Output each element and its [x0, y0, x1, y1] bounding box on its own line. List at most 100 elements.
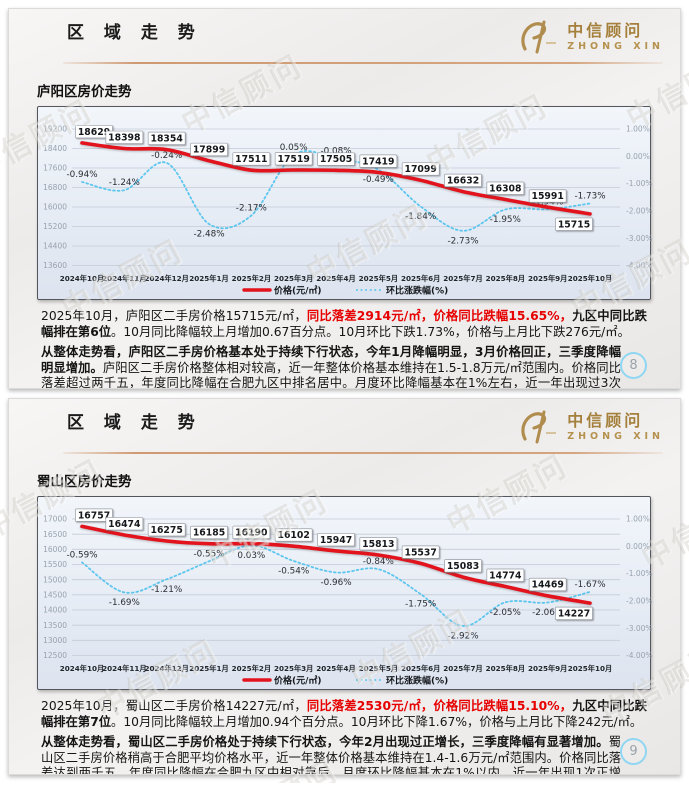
slide-header: 区 域 走 势 中信顾问 ZHONG XIN — [9, 399, 680, 445]
svg-text:-2.92%: -2.92% — [447, 632, 478, 642]
page-title: 区 域 走 势 — [67, 413, 202, 433]
svg-text:16000: 16000 — [43, 545, 67, 554]
svg-text:2024年12月: 2024年12月 — [144, 274, 188, 283]
svg-text:16500: 16500 — [43, 530, 67, 539]
svg-text:-1.95%: -1.95% — [490, 215, 521, 225]
svg-text:2025年5月: 2025年5月 — [359, 664, 398, 673]
svg-text:14774: 14774 — [489, 570, 522, 581]
svg-text:2025年4月: 2025年4月 — [316, 274, 355, 283]
svg-text:-3.00%: -3.00% — [626, 234, 653, 243]
svg-text:2025年9月: 2025年9月 — [528, 274, 567, 283]
svg-text:15083: 15083 — [447, 561, 479, 572]
svg-text:16308: 16308 — [489, 183, 521, 194]
svg-text:0.03%: 0.03% — [237, 551, 265, 561]
svg-text:16474: 16474 — [108, 519, 141, 530]
svg-text:-4.00%: -4.00% — [626, 261, 653, 270]
svg-text:18400: 18400 — [43, 144, 67, 153]
svg-text:2024年10月: 2024年10月 — [60, 274, 104, 283]
brand-name-cn: 中信顾问 — [567, 410, 644, 430]
price-trend-chart: 17000 16500 16000 15500 15000 14500 14000 13500… — [43, 508, 653, 687]
svg-text:2025年8月: 2025年8月 — [486, 664, 525, 673]
svg-text:-0.94%: -0.94% — [66, 170, 97, 180]
svg-text:14469: 14469 — [531, 580, 563, 591]
svg-text:2025年6月: 2025年6月 — [401, 274, 440, 283]
svg-text:0.00%: 0.00% — [626, 542, 650, 551]
svg-text:13600: 13600 — [43, 261, 67, 270]
svg-text:14400: 14400 — [43, 242, 67, 251]
svg-text:-0.59%: -0.59% — [66, 550, 97, 560]
svg-text:17505: 17505 — [320, 154, 352, 165]
chart-title: 蜀山区房价走势 — [37, 474, 132, 490]
svg-text:-1.75%: -1.75% — [405, 600, 436, 610]
analysis-paragraph: 从整体走势看，蜀山区二手房价格处于持续下行状态，今年2月出现过正增长，三季度降幅… — [41, 735, 647, 775]
brand-logo-icon — [521, 20, 557, 54]
text-segment: 。10月同比降幅较上月增加0.67百分点。10月环比下跌1.73%，价格与上月比… — [111, 324, 630, 339]
brand-name-en: ZHONG XIN — [567, 40, 664, 52]
svg-text:2024年10月: 2024年10月 — [60, 664, 104, 673]
svg-text:17519: 17519 — [277, 154, 309, 165]
chart-area: 17000 16500 16000 15500 15000 14500 14000 13500… — [37, 496, 653, 690]
svg-text:价格(元/㎡): 价格(元/㎡) — [274, 285, 322, 297]
svg-text:15200: 15200 — [43, 222, 67, 231]
svg-text:17000: 17000 — [43, 515, 67, 524]
svg-text:2025年1月: 2025年1月 — [189, 274, 228, 283]
svg-text:-1.67%: -1.67% — [574, 580, 605, 590]
svg-text:13000: 13000 — [43, 636, 67, 645]
svg-text:-2.06%: -2.06% — [532, 608, 563, 618]
chart-title: 庐阳区房价走势 — [37, 84, 132, 100]
svg-text:2024年11月: 2024年11月 — [102, 664, 146, 673]
svg-text:14227: 14227 — [558, 609, 590, 620]
svg-text:2024年11月: 2024年11月 — [102, 274, 146, 283]
svg-text:-0.49%: -0.49% — [363, 175, 394, 185]
svg-text:2025年2月: 2025年2月 — [232, 664, 271, 673]
brand-logo: 中信顾问 ZHONG XIN — [516, 409, 664, 445]
svg-text:17419: 17419 — [362, 156, 394, 167]
svg-text:16632: 16632 — [447, 175, 479, 186]
svg-text:1.00%: 1.00% — [626, 515, 650, 524]
svg-text:-1.69%: -1.69% — [109, 598, 140, 608]
svg-text:-2.48%: -2.48% — [193, 230, 224, 240]
svg-text:18398: 18398 — [108, 132, 140, 143]
text-segment: 2025年10月，庐阳区二手房价格15715元/㎡， — [41, 309, 307, 323]
brand-name: 中信顾问 ZHONG XIN — [567, 412, 664, 442]
svg-text:1.00%: 1.00% — [626, 125, 650, 134]
svg-text:2025年9月: 2025年9月 — [528, 664, 567, 673]
page-number-badge: 9 — [620, 738, 647, 765]
svg-text:15000: 15000 — [43, 575, 67, 584]
text-segment: 从整体走势看，蜀山区二手房价格处于持续下行状态，今年2月出现过正增长，三季度降幅… — [41, 735, 609, 750]
svg-text:-0.54%: -0.54% — [278, 567, 309, 577]
brand-logo: 中信顾问 ZHONG XIN — [516, 19, 664, 55]
svg-text:18354: 18354 — [150, 134, 183, 145]
text-segment: 同比落差2530元/㎡，价格同比跌幅15.10%， — [306, 699, 573, 713]
svg-text:15715: 15715 — [558, 219, 590, 230]
svg-text:16000: 16000 — [43, 203, 67, 212]
summary-paragraph: 2025年10月，庐阳区二手房价格15715元/㎡，同比落差2914元/㎡，价格… — [41, 309, 647, 340]
svg-text:16185: 16185 — [193, 528, 225, 539]
text-segment: 2025年10月，蜀山区二手房价格14227元/㎡， — [41, 699, 307, 713]
svg-text:-3.00%: -3.00% — [626, 624, 653, 633]
svg-text:-0.84%: -0.84% — [363, 557, 394, 567]
text-segment: 蜀山区二手房价格稍高于合肥平均价格水平，近一年整体价格基本维持在1.4-1.6万… — [41, 735, 621, 775]
svg-text:0.00%: 0.00% — [626, 152, 650, 161]
svg-text:2025年10月: 2025年10月 — [568, 664, 612, 673]
svg-text:2025年1月: 2025年1月 — [189, 664, 228, 673]
svg-text:16275: 16275 — [150, 525, 182, 536]
svg-text:-2.00%: -2.00% — [626, 207, 653, 216]
svg-text:-1.21%: -1.21% — [151, 585, 182, 595]
brand-name: 中信顾问 ZHONG XIN — [567, 22, 664, 52]
svg-text:2025年2月: 2025年2月 — [232, 274, 271, 283]
brand-logo-icon — [521, 410, 557, 444]
svg-text:-2.73%: -2.73% — [447, 236, 478, 246]
svg-text:-0.55%: -0.55% — [193, 549, 224, 559]
svg-text:-1.84%: -1.84% — [405, 212, 436, 222]
brand-name-en: ZHONG XIN — [567, 430, 664, 442]
header-divider — [63, 62, 663, 64]
page-title: 区 域 走 势 — [67, 23, 202, 43]
svg-text:-1.24%: -1.24% — [109, 178, 140, 188]
svg-text:环比涨跌幅(%): 环比涨跌幅(%) — [386, 285, 448, 297]
svg-text:15500: 15500 — [43, 560, 67, 569]
svg-text:15947: 15947 — [320, 535, 352, 546]
svg-text:-1.00%: -1.00% — [626, 569, 653, 578]
report-slide-luyang: 区 域 走 势 中信顾问 ZHONG XIN 庐阳区房价走势 19200 1840… — [8, 8, 681, 389]
svg-text:14000: 14000 — [43, 606, 67, 615]
